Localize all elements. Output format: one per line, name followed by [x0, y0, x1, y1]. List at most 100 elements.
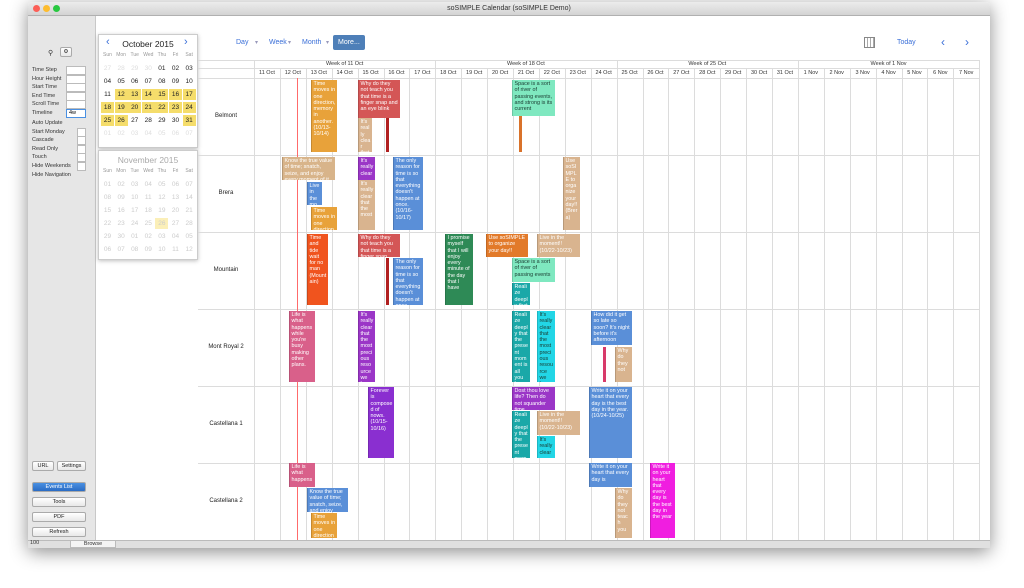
calendar-day[interactable]: 11	[172, 246, 179, 253]
event[interactable]: The only reason for time is so that ever…	[393, 157, 423, 230]
calendar-day[interactable]: 06	[131, 78, 139, 85]
calendar-day[interactable]: 19	[114, 102, 128, 113]
next-month[interactable]: ›	[184, 36, 188, 48]
text-field[interactable]	[66, 83, 86, 93]
calendar-day[interactable]: 17	[182, 89, 196, 100]
event-bar[interactable]	[519, 116, 522, 152]
event[interactable]: Use soSIMPLE to organize your day!! (Bre…	[563, 157, 580, 230]
calendar-day[interactable]: 03	[131, 181, 139, 188]
calendar-day[interactable]: 15	[103, 207, 112, 214]
checkbox[interactable]	[77, 162, 86, 171]
calendar-day[interactable]: 09	[144, 246, 152, 253]
close-button[interactable]	[33, 5, 40, 12]
calendar-day[interactable]: 04	[171, 233, 180, 240]
event[interactable]: Space is a sort of river of passing even…	[512, 258, 555, 282]
calendar-day[interactable]: 04	[144, 130, 152, 137]
calendar-day[interactable]: 07	[117, 246, 125, 253]
calendar-day[interactable]: 26	[114, 115, 128, 126]
calendar-day[interactable]: 27	[131, 117, 139, 124]
calendar-day[interactable]: 16	[169, 89, 182, 100]
calendar-day[interactable]: 08	[131, 246, 139, 253]
calendar-day[interactable]: 23	[117, 220, 125, 227]
view-button[interactable]: Month	[302, 39, 322, 46]
calendar-day[interactable]: 29	[131, 65, 139, 72]
event[interactable]: Space is a sort of river of passing even…	[512, 80, 555, 116]
event[interactable]: Live in the moment!!	[307, 182, 322, 205]
calendar-day[interactable]: 13	[128, 89, 142, 100]
gear-button[interactable]: ⚙	[60, 47, 72, 57]
calendar-day[interactable]: 01	[131, 233, 139, 240]
event[interactable]: Write it on your heart that every day is…	[589, 387, 632, 458]
today-button[interactable]: Today	[897, 39, 916, 46]
event[interactable]: Why do they not	[615, 347, 632, 382]
event[interactable]: Live in the moment!! (10/22-10/23)	[537, 234, 580, 257]
calendar-day[interactable]: 03	[158, 233, 166, 240]
calendar-day[interactable]: 10	[158, 246, 166, 253]
event[interactable]: Time moves in one direction	[311, 513, 337, 538]
event[interactable]: Why do they not teach you that time is a…	[358, 234, 400, 257]
calendar-day[interactable]: 07	[185, 130, 193, 137]
calendar-day[interactable]: 28	[117, 65, 125, 72]
event[interactable]: How did it get so late so soon? It's nig…	[591, 311, 632, 345]
calendar-day[interactable]: 07	[185, 181, 193, 188]
calendar-day[interactable]: 13	[171, 194, 180, 201]
calendar-day[interactable]: 01	[103, 181, 112, 188]
event[interactable]: Forever is composed of nows. (10/15-10/1…	[368, 387, 394, 458]
event-bar[interactable]	[603, 347, 606, 382]
event[interactable]: Live in the moment!! (10/22-10/23)	[537, 411, 580, 435]
calendar-day[interactable]: 02	[117, 181, 125, 188]
calendar-day[interactable]: 05	[185, 233, 193, 240]
calendar-icon[interactable]	[864, 37, 875, 48]
calendar-day[interactable]: 12	[114, 89, 128, 100]
calendar-day[interactable]: 30	[171, 117, 180, 124]
calendar-day[interactable]: 05	[158, 130, 166, 137]
calendar-day[interactable]: 18	[144, 207, 152, 214]
checkbox[interactable]	[77, 127, 86, 137]
calendar-day[interactable]: 10	[131, 194, 139, 201]
calendar-day[interactable]: 12	[158, 194, 166, 201]
event[interactable]: Use soSIMPLE to organize your day!!	[486, 234, 528, 257]
event[interactable]: It's really clear	[537, 436, 555, 458]
calendar-day[interactable]: 11	[104, 91, 111, 98]
sidebar-button[interactable]: Settings	[57, 461, 86, 471]
calendar-day[interactable]: 02	[144, 233, 152, 240]
calendar-day[interactable]: 09	[117, 194, 125, 201]
calendar-day[interactable]: 09	[171, 78, 180, 85]
event[interactable]: Time moves in one direction	[311, 207, 337, 230]
event[interactable]: Write it on your heart that every day is	[589, 463, 632, 487]
calendar-day[interactable]: 17	[131, 207, 139, 214]
event[interactable]: Life is what happens	[289, 463, 315, 487]
calendar-day[interactable]: 22	[155, 102, 169, 113]
event[interactable]: Time and tide wait for no man (Mountain)	[307, 234, 328, 305]
calendar-day[interactable]: 25	[101, 115, 114, 126]
minimize-button[interactable]	[43, 5, 50, 12]
calendar-day[interactable]: 31	[182, 115, 196, 126]
view-button[interactable]: Day	[236, 39, 249, 46]
event-bar[interactable]	[386, 258, 389, 305]
prev-month[interactable]: ‹	[106, 36, 110, 48]
event[interactable]: I promise myself that I will enjoy every…	[445, 234, 473, 305]
calendar-day[interactable]: 12	[185, 246, 193, 253]
sidebar-button[interactable]: Events List	[32, 482, 86, 492]
calendar-day[interactable]: 14	[141, 89, 155, 100]
event-bar[interactable]	[386, 118, 389, 152]
event[interactable]: Know the true value of time; snatch, sei…	[307, 488, 348, 512]
calendar-day[interactable]: 25	[144, 220, 152, 227]
sidebar-button[interactable]: PDF	[32, 512, 86, 522]
event[interactable]: Why do they not teach you	[615, 488, 632, 538]
text-field[interactable]	[66, 66, 86, 75]
calendar-day[interactable]: 06	[171, 181, 180, 188]
calendar-day[interactable]: 15	[155, 89, 169, 100]
event[interactable]: It's really clear that the most precious…	[358, 311, 375, 382]
calendar-day[interactable]: 06	[103, 246, 112, 253]
calendar-day[interactable]: 01	[158, 65, 166, 72]
event[interactable]: Dost thou love life? Then do not squande…	[512, 387, 555, 410]
sidebar-button[interactable]: Tools	[32, 497, 86, 507]
calendar-day[interactable]: 27	[171, 220, 180, 227]
text-field[interactable]	[66, 74, 86, 84]
search-icon[interactable]: ⚲	[48, 50, 54, 57]
calendar-day[interactable]: 20	[128, 102, 142, 113]
calendar-day[interactable]: 30	[117, 233, 125, 240]
calendar-day[interactable]: 03	[185, 65, 193, 72]
calendar-day[interactable]: 08	[158, 78, 166, 85]
